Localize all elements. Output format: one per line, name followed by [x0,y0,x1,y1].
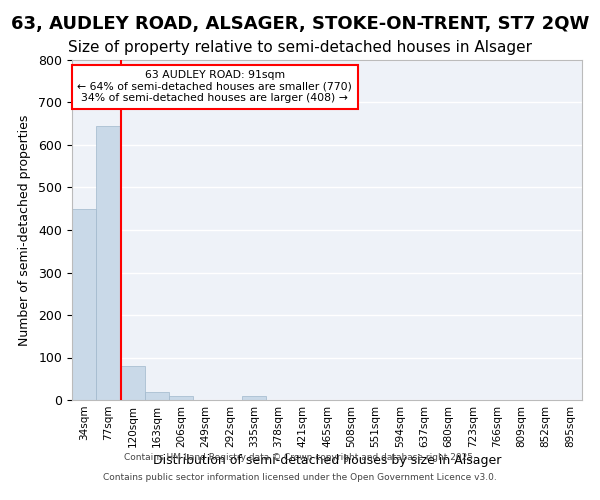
Text: Contains public sector information licensed under the Open Government Licence v3: Contains public sector information licen… [103,472,497,482]
Bar [72,208,96,400]
Bar [242,396,266,400]
Y-axis label: Number of semi-detached properties: Number of semi-detached properties [19,114,31,346]
X-axis label: Distribution of semi-detached houses by size in Alsager: Distribution of semi-detached houses by … [153,454,501,467]
Text: Size of property relative to semi-detached houses in Alsager: Size of property relative to semi-detach… [68,40,532,55]
Text: Contains HM Land Registry data © Crown copyright and database right 2025.: Contains HM Land Registry data © Crown c… [124,452,476,462]
Bar [121,366,145,400]
Text: 63, AUDLEY ROAD, ALSAGER, STOKE-ON-TRENT, ST7 2QW: 63, AUDLEY ROAD, ALSAGER, STOKE-ON-TRENT… [11,15,589,33]
Bar [169,396,193,400]
Bar [145,392,169,400]
Bar [96,126,121,400]
Text: 63 AUDLEY ROAD: 91sqm
← 64% of semi-detached houses are smaller (770)
34% of sem: 63 AUDLEY ROAD: 91sqm ← 64% of semi-deta… [77,70,352,103]
